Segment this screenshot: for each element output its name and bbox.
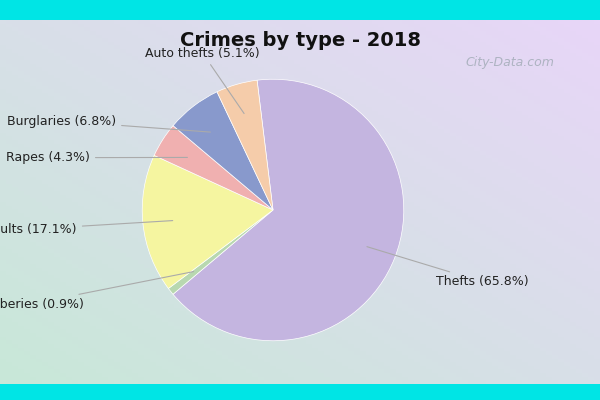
Text: Assaults (17.1%): Assaults (17.1%) <box>0 220 173 236</box>
Text: Robberies (0.9%): Robberies (0.9%) <box>0 272 194 311</box>
Wedge shape <box>173 79 404 341</box>
Text: Thefts (65.8%): Thefts (65.8%) <box>367 247 529 288</box>
Wedge shape <box>169 210 273 294</box>
Text: Auto thefts (5.1%): Auto thefts (5.1%) <box>145 46 260 114</box>
Text: Burglaries (6.8%): Burglaries (6.8%) <box>7 114 211 132</box>
Text: City-Data.com: City-Data.com <box>466 56 554 69</box>
Text: Rapes (4.3%): Rapes (4.3%) <box>6 151 187 164</box>
Wedge shape <box>142 155 273 288</box>
Wedge shape <box>154 126 273 210</box>
Text: Crimes by type - 2018: Crimes by type - 2018 <box>179 31 421 50</box>
Wedge shape <box>217 80 273 210</box>
Wedge shape <box>173 92 273 210</box>
